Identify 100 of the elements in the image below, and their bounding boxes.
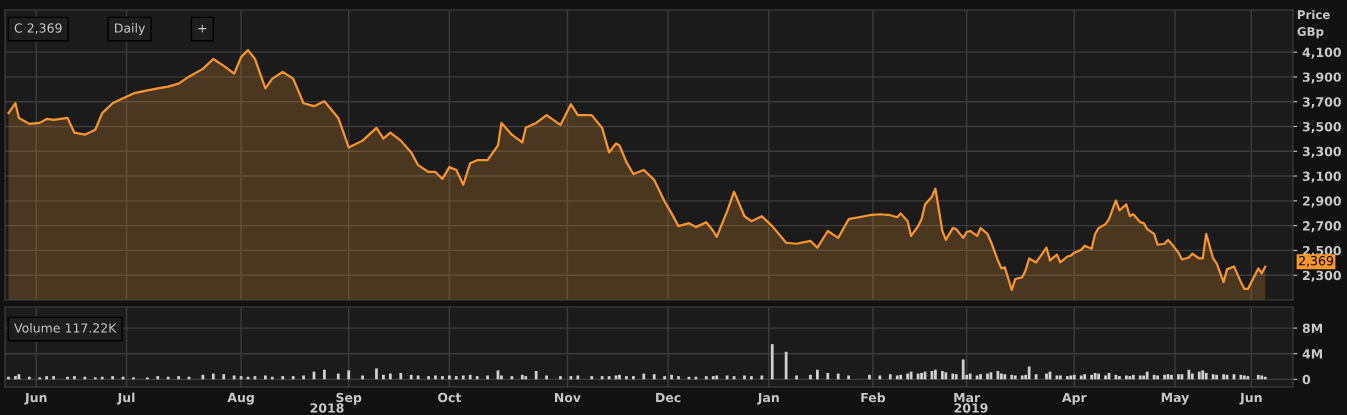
bar bbox=[1163, 374, 1166, 380]
x-tick-label: Aug bbox=[227, 392, 254, 405]
y-axis-title: Price GBp bbox=[1297, 10, 1330, 39]
bar bbox=[1010, 374, 1014, 380]
x-tick-label: Mar bbox=[954, 392, 981, 403]
bar bbox=[725, 375, 729, 380]
bar bbox=[986, 373, 989, 380]
x-tick-label: Feb bbox=[861, 392, 886, 403]
y-tick-label: 4M bbox=[1302, 349, 1323, 359]
bar bbox=[944, 372, 948, 380]
bar bbox=[1246, 376, 1250, 380]
x-tick-label: Sep bbox=[336, 392, 362, 405]
bar bbox=[760, 375, 764, 380]
bar bbox=[510, 376, 514, 380]
bar bbox=[940, 371, 944, 380]
bar bbox=[524, 376, 528, 380]
bar bbox=[1201, 370, 1205, 380]
bar bbox=[1190, 373, 1194, 380]
bar bbox=[961, 359, 965, 380]
bar bbox=[711, 376, 715, 380]
bar bbox=[642, 373, 646, 380]
y-tick-label: 3,300 bbox=[1302, 146, 1341, 158]
bar bbox=[111, 376, 115, 380]
bar bbox=[468, 374, 472, 380]
bar bbox=[815, 369, 819, 380]
bar bbox=[1079, 375, 1083, 380]
bar bbox=[663, 376, 667, 380]
bar bbox=[1156, 375, 1159, 380]
x-tick-label: May bbox=[1161, 392, 1190, 405]
bar bbox=[618, 374, 621, 380]
bar bbox=[590, 376, 594, 380]
bar bbox=[486, 375, 489, 380]
bar bbox=[409, 374, 413, 380]
bar bbox=[1093, 372, 1097, 380]
x-tick-label: Apr bbox=[1061, 392, 1087, 405]
x-tick-label: Jun bbox=[1239, 392, 1262, 405]
bar bbox=[951, 373, 955, 380]
bar bbox=[1013, 375, 1017, 380]
bar bbox=[979, 374, 982, 380]
y-tick-label: 8M bbox=[1302, 323, 1323, 334]
bar bbox=[1065, 376, 1069, 380]
bar bbox=[1152, 374, 1156, 380]
bar bbox=[291, 376, 295, 380]
bar bbox=[704, 376, 708, 380]
bar bbox=[795, 375, 798, 380]
bar bbox=[878, 375, 882, 380]
bar bbox=[156, 376, 160, 380]
bar bbox=[670, 374, 673, 380]
x-tick-label: Oct bbox=[437, 392, 462, 403]
y-tick-label: 4,100 bbox=[1302, 47, 1341, 59]
bar bbox=[569, 376, 573, 380]
y-tick-label: 2,900 bbox=[1303, 196, 1341, 208]
annotation: Daily bbox=[115, 23, 146, 36]
bar bbox=[576, 375, 580, 380]
bar bbox=[1090, 374, 1094, 380]
bar bbox=[677, 376, 680, 380]
x-tick-label: Nov bbox=[554, 392, 581, 403]
bar bbox=[934, 369, 937, 380]
bar bbox=[1177, 374, 1180, 380]
bar bbox=[222, 374, 226, 380]
bar bbox=[954, 374, 958, 380]
bar bbox=[14, 376, 17, 380]
bar bbox=[336, 373, 340, 380]
bar bbox=[1069, 375, 1073, 380]
bar bbox=[1187, 369, 1191, 380]
y-tick-label: 2,300 bbox=[1303, 270, 1341, 282]
bar bbox=[52, 376, 55, 380]
bar bbox=[888, 374, 892, 380]
bar bbox=[1059, 375, 1062, 380]
bar bbox=[520, 374, 524, 380]
bar bbox=[416, 375, 420, 380]
y-tick-label: 3,100 bbox=[1302, 171, 1341, 183]
bar bbox=[836, 373, 840, 380]
bar bbox=[1020, 375, 1024, 380]
bar bbox=[1097, 373, 1100, 380]
bar bbox=[1211, 374, 1215, 380]
bar bbox=[73, 376, 76, 380]
bar bbox=[1142, 375, 1146, 380]
bar bbox=[388, 373, 392, 380]
bar bbox=[427, 376, 430, 380]
bar bbox=[906, 373, 910, 380]
bar bbox=[895, 375, 899, 380]
annotation: C 2,369 bbox=[14, 23, 62, 34]
bar bbox=[17, 374, 21, 380]
bar bbox=[920, 372, 923, 380]
bar bbox=[750, 376, 753, 380]
bar bbox=[177, 376, 180, 380]
bar bbox=[826, 372, 830, 380]
bar bbox=[868, 374, 871, 380]
bar bbox=[600, 376, 604, 380]
bar bbox=[1170, 374, 1173, 380]
y-tick-label: 0 bbox=[1302, 374, 1311, 385]
x-tick-label: Jun bbox=[24, 392, 47, 405]
bar bbox=[1083, 374, 1087, 380]
y-tick-label: 3,900 bbox=[1302, 72, 1341, 84]
bar bbox=[1128, 376, 1132, 380]
y-tick-label: 3,700 bbox=[1302, 97, 1341, 109]
bar bbox=[1145, 371, 1149, 380]
bar bbox=[361, 375, 364, 380]
y-tick-label: 2,700 bbox=[1303, 221, 1341, 233]
